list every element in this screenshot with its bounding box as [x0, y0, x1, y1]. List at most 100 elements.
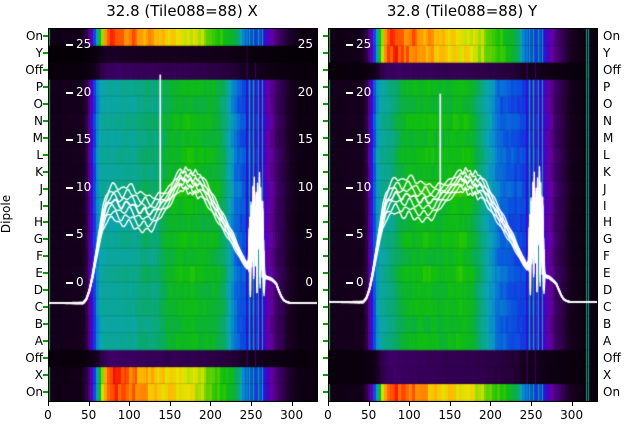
row-tick-green [323, 356, 328, 359]
x-tick-label: 250 [519, 408, 543, 422]
inner-ytick-dash [66, 139, 73, 142]
inner-ytick-dash [346, 234, 353, 237]
heatmap-canvas-y [328, 28, 598, 402]
x-tick-mark [169, 401, 171, 406]
row-tick-green [43, 221, 48, 224]
row-tick-green [323, 35, 328, 38]
inner-ytick-label-right: 15 [297, 132, 313, 147]
panel-title-x: 32.8 (Tile088=88) X [106, 2, 258, 20]
row-tick-green [323, 187, 328, 190]
x-tick-label: 0 [44, 408, 52, 422]
row-tick-green [43, 272, 48, 275]
dipole-label-left: On [25, 384, 43, 399]
inner-ytick-label: 5 [76, 227, 84, 242]
dipole-label-right: L [603, 147, 610, 162]
row-tick-green [43, 238, 48, 241]
dipole-label-left: On [25, 29, 43, 44]
x-tick-mark [409, 401, 411, 406]
x-tick-label: 50 [360, 408, 377, 422]
inner-ytick-dash [346, 139, 353, 142]
dipole-label-right: On [603, 384, 621, 399]
row-tick-green [43, 86, 48, 89]
dipole-label-left: X [34, 367, 43, 382]
row-tick-green [323, 86, 328, 89]
dipole-label-left: H [33, 215, 43, 230]
inner-ytick-label: 0 [356, 275, 364, 289]
inner-ytick-label: 25 [76, 37, 92, 52]
dipole-label-left: Y [35, 46, 43, 61]
row-tick-green [323, 272, 328, 275]
dipole-label-right: B [603, 316, 612, 331]
heatmap-canvas-x [48, 28, 318, 402]
x-tick-mark [129, 401, 131, 406]
dipole-label-left: K [35, 164, 43, 179]
inner-ytick-dash [66, 186, 73, 189]
x-tick-mark [48, 401, 49, 406]
dipole-label-left: F [36, 249, 43, 264]
row-tick-green [43, 69, 48, 72]
inner-ytick-label: 0 [76, 275, 84, 289]
inner-ytick-label-right: 5 [305, 227, 313, 242]
x-tick-mark [571, 401, 573, 406]
row-tick-green [43, 289, 48, 292]
row-tick-green [323, 255, 328, 258]
row-tick-green [323, 289, 328, 292]
x-tick-mark [449, 401, 451, 406]
x-tick-mark [490, 401, 492, 406]
dipole-label-left: P [35, 80, 43, 95]
inner-ytick-label: 15 [356, 132, 372, 147]
x-tick-label: 50 [80, 408, 97, 422]
row-tick-green [43, 356, 48, 359]
inner-ytick-label: 20 [356, 84, 372, 99]
x-tick-label: 150 [158, 408, 182, 422]
row-tick-green [323, 52, 328, 55]
row-tick-green [323, 204, 328, 207]
panel-title-y: 32.8 (Tile088=88) Y [386, 2, 538, 20]
inner-ytick-label-right: 10 [297, 179, 313, 194]
row-tick-green [43, 170, 48, 173]
x-tick-label: 250 [239, 408, 263, 422]
x-tick-mark [328, 401, 329, 406]
inner-ytick-label: 25 [356, 37, 372, 52]
dipole-label-right: M [603, 130, 614, 145]
dipole-label-left: C [34, 300, 43, 314]
row-tick-green [323, 373, 328, 376]
dipole-label-left: J [39, 181, 43, 196]
dipole-label-right: F [603, 249, 610, 264]
x-tick-mark [88, 401, 90, 406]
row-tick-green [323, 238, 328, 241]
x-tick-label: 100 [117, 408, 141, 422]
x-tick-label: 200 [478, 408, 502, 422]
inner-ytick-dash [66, 234, 73, 237]
row-tick-green [43, 120, 48, 122]
dipole-label-right: N [603, 114, 612, 128]
dipole-label-left: L [36, 147, 43, 162]
dipole-label-right: D [603, 283, 613, 298]
x-tick-label: 300 [280, 408, 304, 422]
dipole-label-right: O [603, 97, 613, 112]
dipole-label-left: E [35, 266, 43, 281]
inner-ytick-label-right: 20 [297, 84, 313, 99]
row-tick-green [43, 339, 48, 342]
dipole-label-right: Off [603, 350, 621, 365]
row-tick-green [43, 103, 48, 106]
inner-ytick-dash [346, 44, 353, 47]
x-tick-mark [291, 401, 293, 406]
dipole-label-left: A [34, 333, 43, 348]
x-tick-label: 150 [438, 408, 462, 422]
dipole-label-left: M [32, 130, 43, 145]
x-tick-label: 300 [560, 408, 584, 422]
inner-ytick-label-right: 0 [305, 275, 313, 289]
row-tick-green [43, 255, 48, 258]
dipole-label-left: I [39, 198, 43, 213]
inner-ytick-dash [346, 282, 353, 284]
row-tick-green [323, 69, 328, 72]
dipole-label-left: Off [25, 350, 43, 365]
dipole-label-right: K [603, 164, 611, 179]
inner-ytick-dash [66, 282, 73, 284]
dipole-label-right: C [603, 300, 612, 314]
row-tick-green [323, 170, 328, 173]
row-tick-green [43, 153, 48, 156]
dipole-label-right: P [603, 80, 611, 95]
x-tick-mark [368, 401, 370, 406]
